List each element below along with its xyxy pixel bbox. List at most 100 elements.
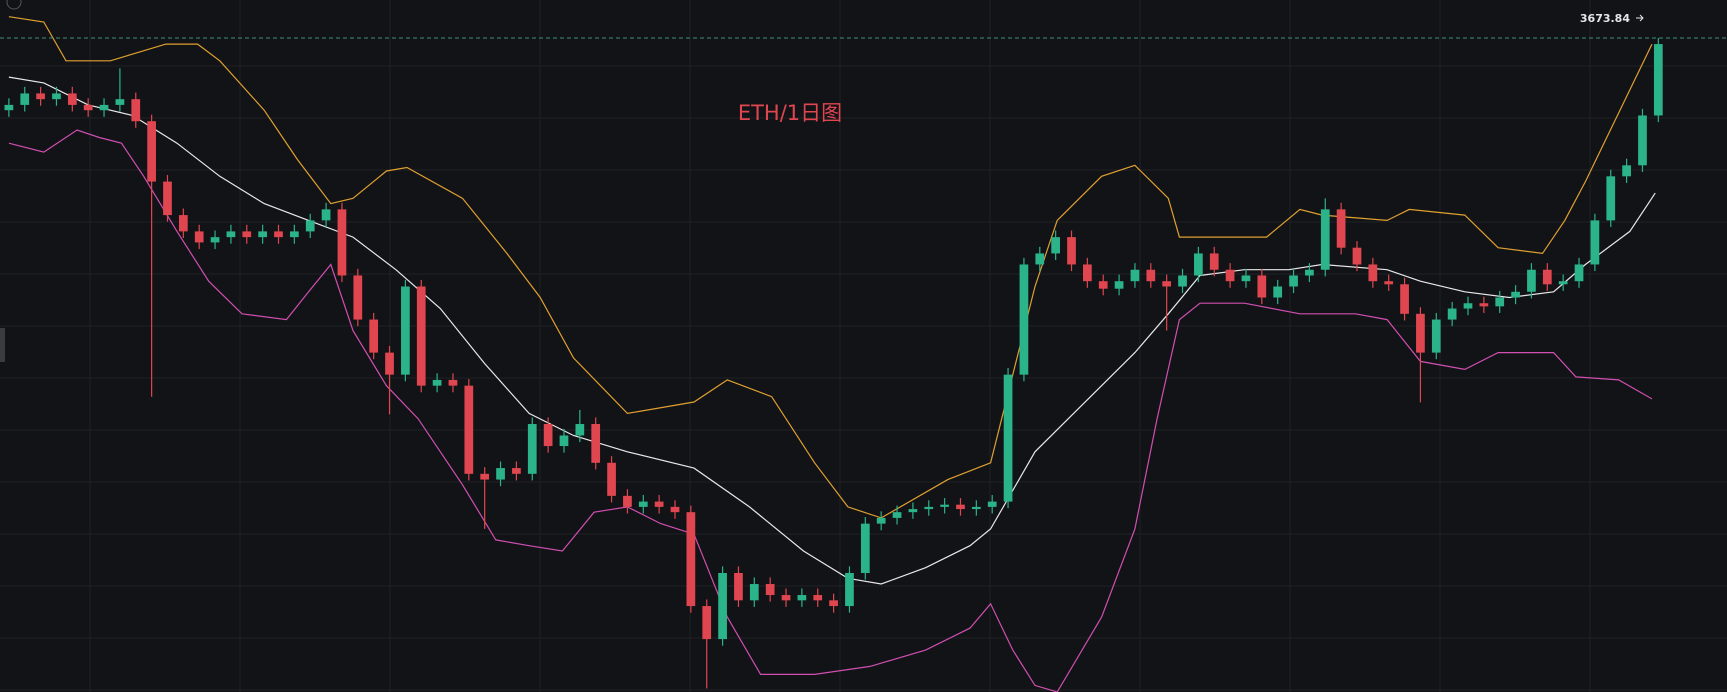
candle-body xyxy=(623,495,632,507)
candle-body xyxy=(892,512,902,518)
candle-body xyxy=(1606,176,1616,221)
candle-body xyxy=(1558,281,1568,285)
candle-body xyxy=(749,584,759,601)
candle-body xyxy=(258,231,268,238)
candle-body xyxy=(670,506,680,513)
candle-body xyxy=(940,504,949,507)
candle-body xyxy=(1035,253,1045,265)
candle-body xyxy=(1638,115,1647,166)
candle-body xyxy=(1051,237,1061,254)
candle-body xyxy=(1130,269,1140,282)
candle-body xyxy=(99,104,109,111)
candle-body xyxy=(1495,297,1505,307)
candle-body xyxy=(83,104,93,111)
candle-body xyxy=(178,215,188,232)
candle-body xyxy=(274,231,283,238)
candle-body xyxy=(924,506,934,510)
candle-body xyxy=(1511,291,1520,298)
candle-body xyxy=(845,572,854,607)
candle-body xyxy=(242,231,252,238)
candle-body xyxy=(1067,237,1076,265)
candle-body xyxy=(1098,281,1108,289)
candles xyxy=(4,37,1663,689)
band-line xyxy=(8,16,1653,519)
candle-body xyxy=(1019,264,1029,375)
candle-body xyxy=(1463,303,1473,309)
candle-body xyxy=(131,99,141,122)
candle-body xyxy=(559,435,569,447)
candle-body xyxy=(1003,374,1013,502)
candle-body xyxy=(1352,247,1362,265)
candle-body xyxy=(543,424,553,447)
candle-body xyxy=(163,181,172,216)
candle-body xyxy=(1542,269,1552,285)
candle-body xyxy=(527,424,537,474)
candle-body xyxy=(1622,165,1631,177)
candle-body xyxy=(321,209,331,221)
candle-body xyxy=(987,501,997,507)
candle-body xyxy=(908,509,918,513)
candle-body xyxy=(575,424,585,436)
candle-body xyxy=(416,286,426,386)
icon xyxy=(6,0,22,10)
candle-body xyxy=(1447,308,1457,320)
candle-body xyxy=(1479,303,1489,307)
candle-body xyxy=(971,506,981,510)
candle-body xyxy=(797,595,807,601)
candle-body xyxy=(194,231,204,243)
candle-body xyxy=(860,523,870,573)
candle-body xyxy=(813,595,823,601)
band-line xyxy=(8,129,1653,692)
candle-body xyxy=(290,231,299,238)
candle-body xyxy=(337,209,347,276)
candle-body xyxy=(1574,264,1584,282)
candle-body xyxy=(448,379,458,386)
candle-body xyxy=(20,93,30,105)
candle-body xyxy=(607,462,616,496)
candle-body xyxy=(734,572,743,601)
candle-body xyxy=(67,93,77,105)
candle-body xyxy=(702,606,712,640)
candle-body xyxy=(1146,269,1156,282)
candle-body xyxy=(876,517,886,524)
candle-body xyxy=(1320,209,1330,270)
price-arrow xyxy=(1636,14,1644,22)
candle-body xyxy=(1416,313,1425,353)
candle-body xyxy=(480,473,490,480)
candle-body xyxy=(591,424,601,463)
candle-body xyxy=(1209,253,1219,270)
candle-body xyxy=(1241,275,1251,282)
candle-body xyxy=(765,584,775,596)
candle-body xyxy=(401,286,410,375)
candle-body xyxy=(353,275,363,320)
candle-body xyxy=(1400,284,1409,314)
candle-body xyxy=(1273,286,1283,298)
candle-body xyxy=(1527,269,1536,292)
candle-body xyxy=(369,319,379,353)
candle-body xyxy=(4,104,14,111)
candle-body xyxy=(1114,281,1124,289)
candle-body xyxy=(36,93,45,100)
candle-body xyxy=(1653,44,1663,116)
candle-body xyxy=(115,99,125,105)
candle-body xyxy=(1384,281,1394,285)
candle-body xyxy=(1225,269,1235,282)
candle-body xyxy=(1083,264,1092,282)
candle-body xyxy=(829,600,838,607)
candle-body xyxy=(956,504,965,510)
bands xyxy=(8,16,1656,692)
candle-body xyxy=(1305,269,1314,276)
candle-body xyxy=(686,512,696,607)
candle-body xyxy=(638,501,648,507)
candle-body xyxy=(1162,281,1172,287)
candle-body xyxy=(385,352,394,375)
candle-body xyxy=(1194,253,1203,276)
candle-body xyxy=(1368,264,1378,282)
candle-body xyxy=(1289,275,1298,287)
candle-body xyxy=(496,468,505,480)
candle-body xyxy=(512,468,521,474)
price-label: 3673.84 xyxy=(1580,12,1630,25)
side-tab[interactable] xyxy=(0,328,5,362)
